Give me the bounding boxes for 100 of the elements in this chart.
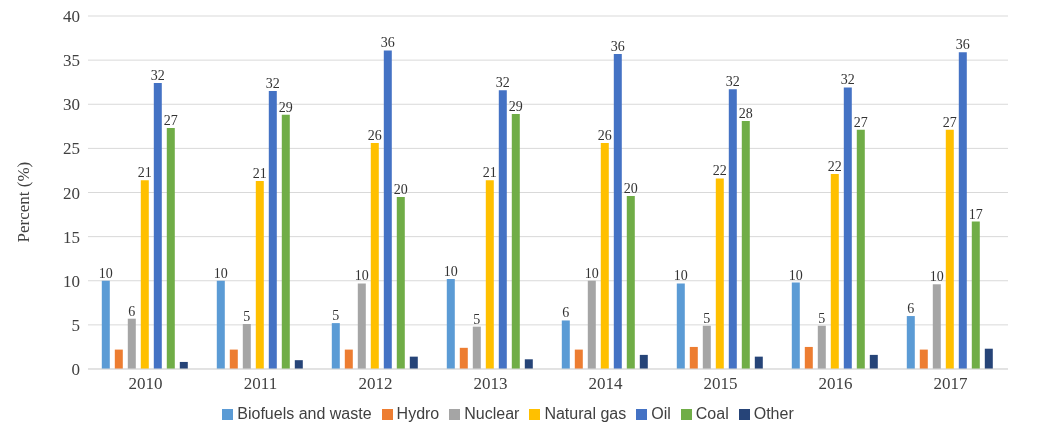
bar — [396, 196, 405, 369]
bar — [702, 325, 711, 369]
data-label: 5 — [818, 310, 826, 326]
legend-label: Nuclear — [464, 405, 520, 422]
x-tick-label: 2015 — [703, 374, 738, 394]
x-tick-label: 2017 — [933, 374, 968, 394]
y-tick-label: 35 — [63, 51, 80, 71]
bar — [383, 50, 392, 369]
y-tick-label: 25 — [63, 139, 80, 159]
bar — [587, 280, 596, 369]
bar — [498, 90, 507, 369]
y-tick-label: 10 — [63, 271, 80, 291]
bar — [843, 87, 852, 369]
data-label: 20 — [393, 181, 408, 197]
bar — [472, 326, 481, 369]
bar — [101, 280, 110, 369]
data-label: 21 — [482, 165, 497, 181]
data-label: 10 — [98, 265, 113, 281]
y-tick-label: 20 — [63, 183, 80, 203]
x-tick-label: 2016 — [818, 374, 853, 394]
data-label: 10 — [788, 267, 803, 283]
data-label: 32 — [495, 75, 510, 91]
data-label: 6 — [907, 301, 915, 317]
bar — [446, 278, 455, 369]
bar — [485, 180, 494, 369]
bar — [127, 318, 136, 369]
data-label: 10 — [673, 268, 688, 284]
bar — [166, 128, 175, 369]
data-label: 36 — [380, 35, 395, 51]
bar — [626, 196, 635, 369]
bar — [689, 346, 698, 369]
bar — [357, 283, 366, 369]
bar — [524, 359, 533, 369]
bar — [229, 349, 238, 369]
data-label: 10 — [584, 265, 599, 281]
data-label: 27 — [163, 113, 178, 129]
data-label: 10 — [443, 263, 458, 279]
bar — [294, 360, 303, 369]
x-tick-label: 2011 — [243, 374, 278, 394]
legend-label: Natural gas — [544, 405, 627, 422]
y-tick-label: 5 — [71, 315, 80, 335]
bar — [984, 348, 993, 369]
data-label: 32 — [265, 76, 280, 92]
data-label: 21 — [137, 165, 152, 181]
bar — [242, 323, 251, 369]
data-label: 22 — [827, 158, 842, 174]
data-label: 10 — [354, 268, 369, 284]
legend-label: Coal — [695, 405, 729, 422]
bar — [370, 143, 379, 369]
bar — [856, 129, 865, 369]
data-label: 28 — [738, 106, 753, 122]
bar — [216, 280, 225, 369]
x-tick-label: 2014 — [588, 374, 623, 394]
data-label: 36 — [955, 37, 970, 53]
bar — [255, 181, 264, 369]
bar — [945, 129, 954, 369]
data-label: 22 — [712, 163, 727, 179]
bar — [919, 349, 928, 369]
data-label: 6 — [562, 305, 570, 321]
bar — [804, 346, 813, 369]
y-tick-label: 15 — [63, 227, 80, 247]
data-label: 6 — [128, 303, 136, 319]
legend-label: Biofuels and waste — [237, 405, 372, 422]
data-label: 26 — [597, 128, 612, 144]
y-tick-label: 30 — [63, 95, 80, 115]
data-label: 5 — [243, 308, 251, 324]
bar — [906, 316, 915, 369]
data-label: 17 — [968, 206, 983, 222]
data-label: 29 — [508, 98, 523, 114]
data-label: 10 — [213, 265, 228, 281]
bar — [153, 83, 162, 369]
y-axis-title: Percent (%) — [14, 161, 34, 243]
data-label: 5 — [332, 308, 340, 324]
bar — [971, 221, 980, 369]
data-label: 5 — [473, 311, 481, 327]
bar — [932, 284, 941, 369]
data-label: 27 — [853, 114, 868, 130]
x-tick-label: 2010 — [128, 374, 163, 394]
bar — [268, 91, 277, 369]
bar — [331, 323, 340, 369]
bar — [639, 354, 648, 369]
y-tick-label: 40 — [63, 7, 80, 27]
legend-label: Other — [753, 405, 794, 422]
bar — [600, 143, 609, 369]
bar — [715, 178, 724, 369]
data-label: 29 — [278, 99, 293, 115]
x-tick-label: 2013 — [473, 374, 508, 394]
data-label: 20 — [623, 181, 638, 197]
bar — [728, 89, 737, 369]
x-tick-label: 2012 — [358, 374, 393, 394]
bar — [676, 283, 685, 369]
bar — [511, 113, 520, 369]
data-label: 21 — [252, 166, 267, 182]
bar — [741, 121, 750, 369]
bar — [830, 173, 839, 369]
data-label: 32 — [150, 68, 165, 84]
bar — [140, 180, 149, 369]
data-label: 36 — [610, 38, 625, 54]
bar — [869, 354, 878, 369]
bar — [344, 349, 353, 369]
